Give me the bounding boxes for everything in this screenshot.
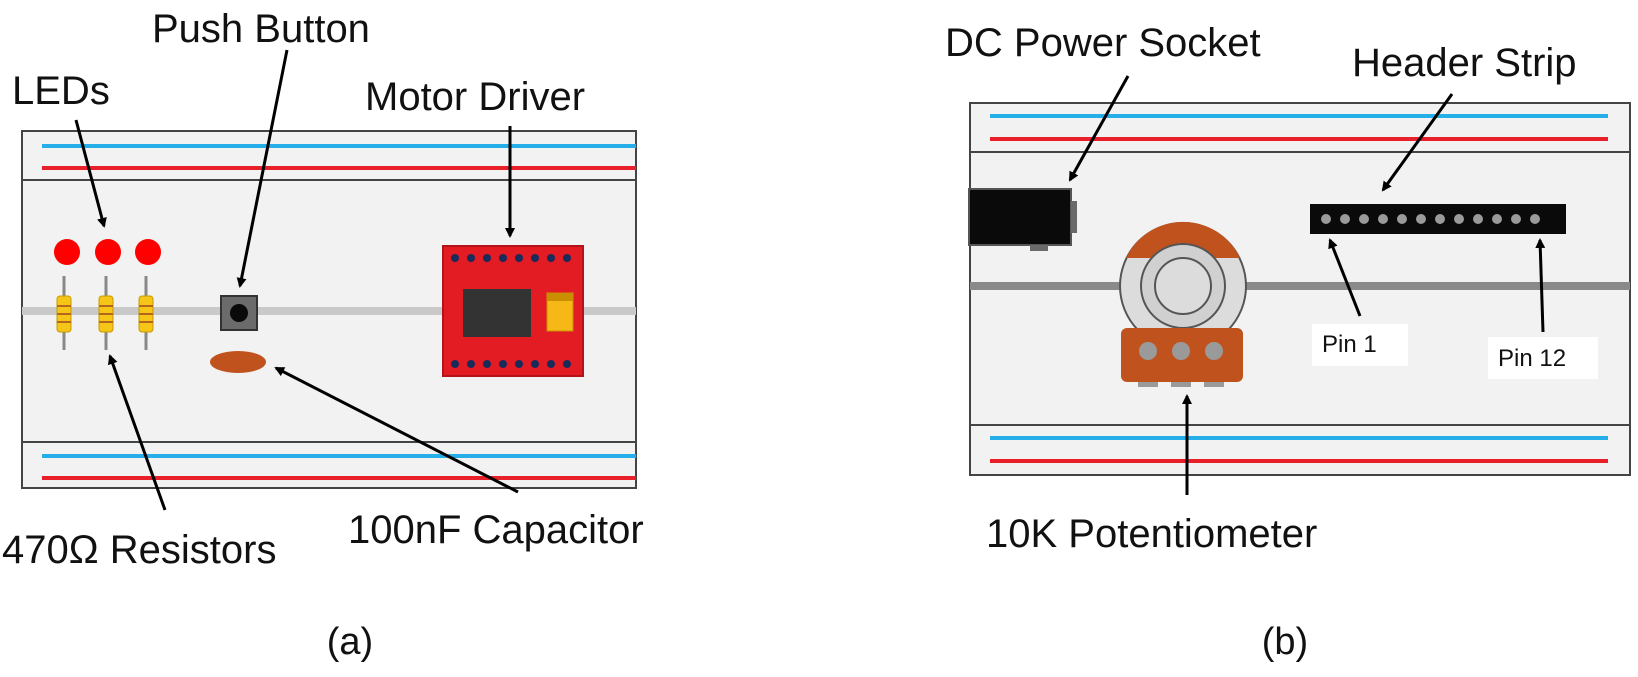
label-push-button: Push Button	[152, 7, 370, 51]
label-potentiometer: 10K Potentiometer	[986, 512, 1317, 556]
leds	[54, 239, 161, 265]
potentiometer	[1119, 221, 1247, 387]
label-dc-power-socket: DC Power Socket	[945, 21, 1261, 65]
arrow-capacitor	[274, 366, 519, 494]
resistor	[98, 276, 114, 350]
label-pin1: Pin 1	[1322, 331, 1377, 358]
push-button	[220, 295, 258, 331]
arrow-leds	[74, 119, 107, 228]
led	[95, 239, 121, 265]
panel-a: LEDs Push Button Motor Driver 470Ω Resis…	[2, 7, 644, 663]
label-leds: LEDs	[12, 69, 110, 113]
header-strip	[1310, 204, 1566, 234]
resistor	[56, 276, 72, 350]
caption-a: (a)	[327, 621, 373, 663]
driver-chip	[463, 289, 531, 337]
arrow-resistors	[107, 354, 167, 511]
arrow-push-button	[236, 49, 289, 288]
arrow-dc-socket	[1068, 75, 1130, 182]
arrow-pin1	[1328, 238, 1362, 317]
label-motor-driver: Motor Driver	[365, 75, 585, 119]
label-header-strip: Header Strip	[1352, 41, 1577, 85]
caption-b: (b)	[1262, 621, 1308, 663]
arrow-header-strip	[1381, 93, 1454, 192]
resistors	[56, 276, 154, 350]
panel-b: DC Power Socket Header Strip Pin 1 Pin 1…	[945, 21, 1631, 663]
motor-driver	[442, 245, 584, 377]
breadboard-b	[969, 102, 1631, 476]
label-capacitor: 100nF Capacitor	[348, 508, 644, 552]
resistor	[138, 276, 154, 350]
pin1-box	[1312, 324, 1408, 366]
driver-pins-top	[451, 254, 571, 262]
dc-power-socket	[968, 188, 1077, 251]
arrows-b	[1068, 75, 1546, 495]
header-pins	[1321, 214, 1540, 224]
center-channel	[970, 282, 1630, 290]
label-resistors: 470Ω Resistors	[2, 528, 276, 572]
label-pin12: Pin 12	[1498, 345, 1566, 372]
center-channel	[22, 307, 636, 315]
arrow-pin12	[1535, 238, 1546, 333]
led	[54, 239, 80, 265]
arrows-a	[74, 49, 519, 511]
pin12-box	[1488, 337, 1598, 379]
led	[135, 239, 161, 265]
capacitor	[210, 351, 266, 373]
driver-pins-bottom	[451, 360, 571, 368]
